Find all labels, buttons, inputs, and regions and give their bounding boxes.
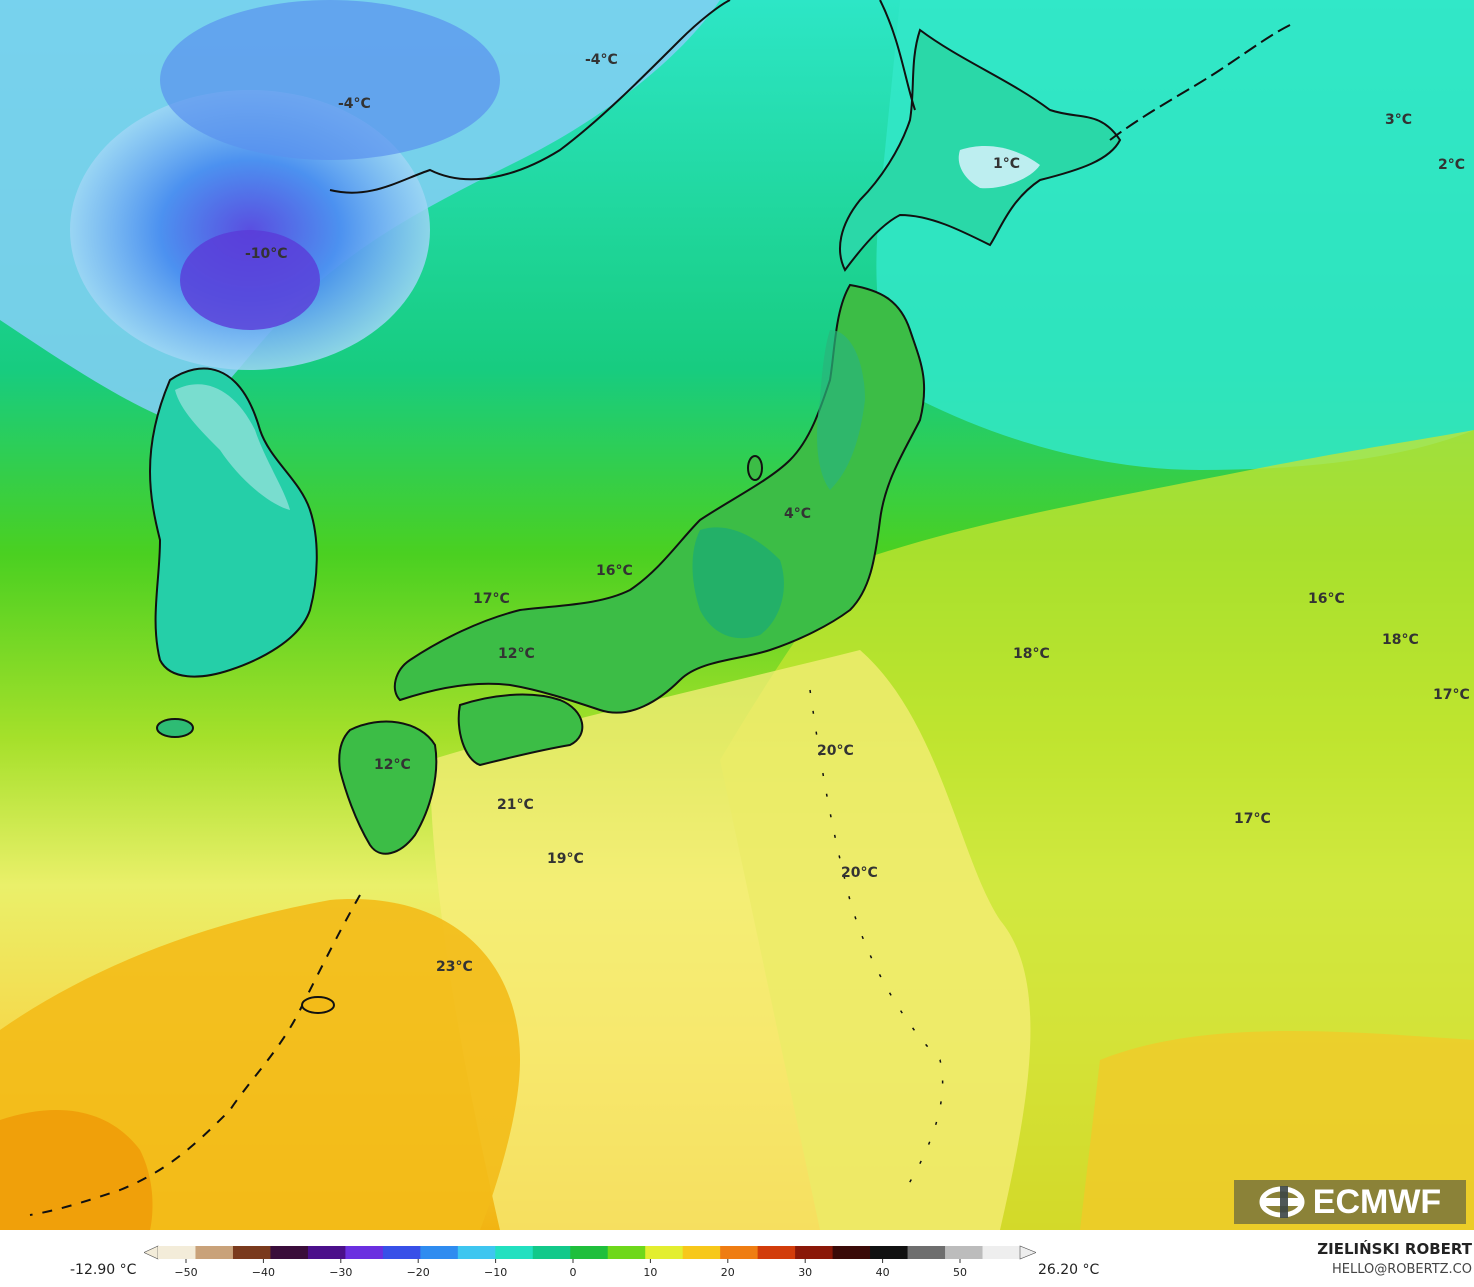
color-scale-swatch (907, 1246, 946, 1259)
color-scale-swatch (570, 1246, 609, 1259)
color-scale-tick-label: 40 (876, 1266, 890, 1279)
kuril-islands (1109, 24, 1291, 141)
temperature-labels: -4°C -4°C -10°C 1°C 3°C 2°C 4°C 16°C 17°… (245, 52, 1470, 975)
temp-label: 16°C (1308, 591, 1345, 607)
cold-core-deep (180, 230, 320, 330)
temp-label: 23°C (436, 959, 473, 975)
color-scale-ticks: −50 −40 −30 −20 −10 0 10 20 30 40 50 (174, 1259, 967, 1279)
scale-max-label: 26.20 °C (1038, 1262, 1100, 1278)
tohoku-mountains (817, 330, 865, 490)
honshu-mountain-zone (692, 527, 784, 639)
color-scale-tick-label: −10 (484, 1266, 507, 1279)
color-scale-tick-label: −50 (174, 1266, 197, 1279)
temp-label: -10°C (245, 246, 288, 262)
color-scale-swatch (757, 1246, 796, 1259)
russia-coastline (329, 0, 731, 194)
color-scale-swatch (495, 1246, 534, 1259)
okinawa-island (301, 996, 335, 1014)
color-scale-swatch (158, 1246, 196, 1259)
shikoku-island (457, 693, 584, 767)
temp-label: 3°C (1385, 112, 1412, 128)
author-name: ZIELIŃSKI ROBERT (1317, 1240, 1472, 1258)
color-scale-swatch (720, 1246, 759, 1259)
temp-label: 21°C (497, 797, 534, 813)
cold-core-north (160, 0, 500, 160)
sakhalin-coastline (879, 0, 916, 111)
color-scale-tick-label: 0 (570, 1266, 577, 1279)
temp-label: 18°C (1382, 632, 1419, 648)
color-scale-swatch (645, 1246, 684, 1259)
color-scale-tick-label: 20 (721, 1266, 735, 1279)
temp-label: 16°C (596, 563, 633, 579)
temp-label: 19°C (547, 851, 584, 867)
color-scale-swatches (144, 1245, 1036, 1260)
temp-label: -4°C (338, 96, 371, 112)
kyushu-island (338, 720, 438, 855)
color-scale-tick-label: 30 (798, 1266, 812, 1279)
color-scale-swatch (457, 1246, 496, 1259)
temp-label: 17°C (1234, 811, 1271, 827)
color-scale-swatch (607, 1246, 646, 1259)
ecmwf-logo-text: ECMWF (1312, 1182, 1442, 1221)
ecmwf-logo-icon (1259, 1186, 1305, 1218)
pale-yellow-zone (430, 650, 1031, 1230)
temp-label: 17°C (1433, 687, 1470, 703)
color-scale-swatch (682, 1246, 721, 1259)
ryukyu-islands (29, 894, 361, 1216)
color-scale-swatch (345, 1246, 384, 1259)
warmest-zone (0, 1110, 153, 1230)
korea-peninsula (149, 367, 318, 678)
color-scale-swatch (532, 1246, 571, 1259)
author-email: HELLO@ROBERTZ.CO (1331, 1262, 1472, 1277)
color-scale-arrow-right (1019, 1245, 1036, 1260)
temp-label: 12°C (374, 757, 411, 773)
honshu-island (393, 283, 926, 714)
temp-label: 18°C (1013, 646, 1050, 662)
color-scale-swatch (420, 1246, 459, 1259)
color-scale-tick-label: −30 (329, 1266, 352, 1279)
color-scale-swatch (795, 1246, 834, 1259)
color-scale-swatch (195, 1246, 234, 1259)
map-canvas: -4°C -4°C -10°C 1°C 3°C 2°C 4°C 16°C 17°… (0, 0, 1474, 1230)
color-scale-swatch (832, 1246, 871, 1259)
ecmwf-logo: ECMWF (1234, 1180, 1466, 1224)
color-scale-swatch (982, 1246, 1021, 1259)
color-scale-tick-label: 50 (953, 1266, 967, 1279)
korea-cold-patch (175, 384, 290, 510)
temp-label: 20°C (817, 743, 854, 759)
color-scale-arrow-left (144, 1245, 159, 1260)
temp-label: 1°C (993, 156, 1020, 172)
color-scale-swatch (945, 1246, 984, 1259)
color-scale-swatch (307, 1246, 346, 1259)
temp-label: 2°C (1438, 157, 1465, 173)
sado-island (747, 455, 763, 481)
color-scale-swatch (270, 1246, 309, 1259)
color-scale-tick-label: −20 (407, 1266, 430, 1279)
scale-min-label: -12.90 °C (70, 1262, 137, 1278)
hokkaido-cold-patch (958, 145, 1040, 189)
temp-label: 17°C (473, 591, 510, 607)
temp-label: -4°C (585, 52, 618, 68)
color-scale: −50 −40 −30 −20 −10 0 10 20 30 40 50 (144, 1245, 1036, 1279)
color-scale-swatch (870, 1246, 909, 1259)
color-scale-swatch (382, 1246, 421, 1259)
jeju-island (156, 718, 194, 738)
temp-label: 4°C (784, 506, 811, 522)
temperature-map: -4°C -4°C -10°C 1°C 3°C 2°C 4°C 16°C 17°… (0, 0, 1474, 1230)
color-scale-tick-label: 10 (643, 1266, 657, 1279)
color-scale-swatch (232, 1246, 271, 1259)
temp-label: 12°C (498, 646, 535, 662)
temp-label: 20°C (841, 865, 878, 881)
color-scale-tick-label: −40 (252, 1266, 275, 1279)
